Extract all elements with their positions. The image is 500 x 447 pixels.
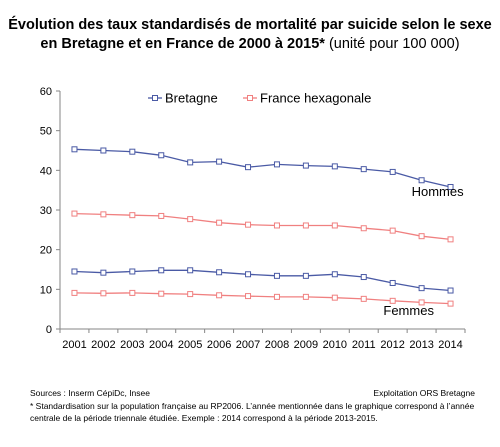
y-tick-label: 20 bbox=[40, 245, 52, 257]
data-point-marker bbox=[71, 268, 78, 275]
data-point-marker bbox=[360, 274, 367, 281]
data-point-marker bbox=[216, 219, 223, 226]
x-tick-label: 2008 bbox=[265, 339, 289, 351]
data-point-marker bbox=[216, 158, 223, 165]
data-point-marker bbox=[418, 285, 425, 292]
series-line-1 bbox=[74, 212, 451, 241]
data-point-marker bbox=[187, 267, 194, 274]
data-point-marker bbox=[129, 289, 136, 296]
x-tick-label: 2004 bbox=[149, 339, 173, 351]
series-line-2 bbox=[74, 269, 451, 292]
exploitation-text: Exploitation ORS Bretagne bbox=[373, 388, 475, 398]
sources-text: Sources : Inserm CépiDc, Insee bbox=[30, 388, 150, 398]
y-tick-label: 60 bbox=[40, 86, 52, 98]
data-point-marker bbox=[447, 183, 454, 190]
data-point-marker bbox=[71, 289, 78, 296]
data-point-marker bbox=[245, 221, 252, 228]
data-point-marker bbox=[331, 271, 338, 278]
data-point-marker bbox=[389, 227, 396, 234]
data-point-marker bbox=[245, 293, 252, 300]
data-point-marker bbox=[216, 269, 223, 276]
data-point-marker bbox=[302, 272, 309, 279]
chart-title-line1: Évolution des taux standardisés de morta… bbox=[8, 17, 492, 33]
data-point-marker bbox=[187, 291, 194, 298]
x-tick-label: 2011 bbox=[352, 339, 376, 351]
data-point-marker bbox=[360, 295, 367, 302]
data-point-marker bbox=[418, 233, 425, 240]
footnote-text: * Standardisation sur la population fran… bbox=[30, 400, 475, 424]
data-point-marker bbox=[100, 147, 107, 154]
x-tick-label: 2009 bbox=[294, 339, 318, 351]
data-point-marker bbox=[389, 297, 396, 304]
data-point-marker bbox=[360, 166, 367, 173]
data-point-marker bbox=[158, 152, 165, 159]
chart-title: Évolution des taux standardisés de morta… bbox=[0, 16, 500, 54]
data-point-marker bbox=[216, 292, 223, 299]
data-point-marker bbox=[129, 148, 136, 155]
data-point-marker bbox=[71, 210, 78, 217]
data-point-marker bbox=[389, 279, 396, 286]
data-point-marker bbox=[331, 294, 338, 301]
x-tick-label: 2003 bbox=[120, 339, 144, 351]
x-tick-label: 2005 bbox=[178, 339, 202, 351]
chart-footer: Sources : Inserm CépiDc, Insee Exploitat… bbox=[30, 387, 475, 425]
data-point-marker bbox=[100, 211, 107, 218]
chart-title-line2-bold: en Bretagne et en France de 2000 à 2015* bbox=[40, 36, 325, 52]
data-point-marker bbox=[302, 293, 309, 300]
annotation-label: Femmes bbox=[383, 303, 434, 318]
data-point-marker bbox=[100, 290, 107, 297]
legend-marker bbox=[152, 95, 158, 101]
x-tick-label: 2007 bbox=[236, 339, 260, 351]
data-point-marker bbox=[360, 225, 367, 232]
data-point-marker bbox=[447, 287, 454, 294]
legend-label: Bretagne bbox=[165, 91, 218, 106]
data-point-marker bbox=[273, 272, 280, 279]
footer-row: Sources : Inserm CépiDc, Insee Exploitat… bbox=[30, 387, 475, 400]
data-point-marker bbox=[158, 267, 165, 274]
y-tick-label: 40 bbox=[40, 165, 52, 177]
data-point-marker bbox=[245, 164, 252, 171]
data-point-marker bbox=[187, 159, 194, 166]
legend-marker bbox=[247, 95, 253, 101]
x-tick-label: 2012 bbox=[380, 339, 404, 351]
data-point-marker bbox=[71, 146, 78, 153]
data-point-marker bbox=[100, 269, 107, 276]
data-point-marker bbox=[418, 177, 425, 184]
data-point-marker bbox=[273, 222, 280, 229]
x-tick-label: 2002 bbox=[91, 339, 115, 351]
y-tick-label: 50 bbox=[40, 126, 52, 138]
data-point-marker bbox=[129, 212, 136, 219]
y-tick-label: 0 bbox=[46, 324, 52, 336]
data-point-marker bbox=[129, 268, 136, 275]
data-point-marker bbox=[302, 162, 309, 169]
annotation-label: Hommes bbox=[412, 184, 465, 199]
data-point-marker bbox=[245, 271, 252, 278]
data-point-marker bbox=[187, 216, 194, 223]
legend-label: France hexagonale bbox=[260, 91, 371, 106]
x-tick-label: 2013 bbox=[409, 339, 433, 351]
chart-title-line2: en Bretagne et en France de 2000 à 2015*… bbox=[0, 35, 500, 54]
data-point-marker bbox=[447, 236, 454, 243]
x-tick-label: 2014 bbox=[438, 339, 462, 351]
series-line-3 bbox=[74, 292, 451, 305]
x-tick-label: 2010 bbox=[323, 339, 347, 351]
x-tick-label: 2001 bbox=[62, 339, 86, 351]
chart-title-line2-unit: (unité pour 100 000) bbox=[324, 36, 460, 52]
data-point-marker bbox=[273, 293, 280, 300]
data-point-marker bbox=[389, 168, 396, 175]
x-tick-label: 2006 bbox=[207, 339, 231, 351]
data-point-marker bbox=[447, 300, 454, 307]
data-point-marker bbox=[331, 222, 338, 229]
data-point-marker bbox=[158, 212, 165, 219]
data-point-marker bbox=[302, 222, 309, 229]
data-point-marker bbox=[418, 299, 425, 306]
series-line-0 bbox=[74, 148, 451, 188]
data-point-marker bbox=[331, 163, 338, 170]
y-tick-label: 10 bbox=[40, 284, 52, 296]
data-point-marker bbox=[158, 290, 165, 297]
y-tick-label: 30 bbox=[40, 205, 52, 217]
data-point-marker bbox=[273, 161, 280, 168]
